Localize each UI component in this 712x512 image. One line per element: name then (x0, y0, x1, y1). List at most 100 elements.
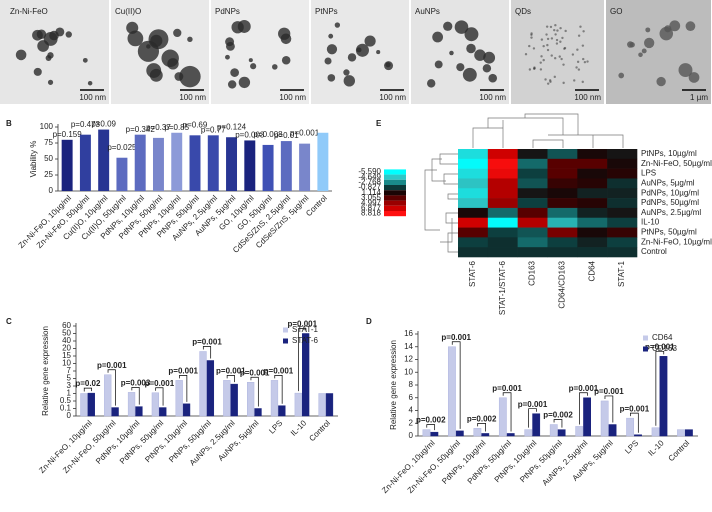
legend-label: -2.768 (358, 178, 381, 187)
heatmap-cell (547, 198, 578, 209)
bar (575, 426, 584, 437)
row-label: PtNPs, 10µg/ml (641, 149, 697, 158)
significance-bracket (250, 376, 259, 407)
particle (577, 34, 581, 37)
particle (272, 64, 278, 70)
heatmap-cell (547, 237, 578, 248)
particle (82, 57, 88, 63)
bar (557, 429, 566, 437)
heatmap-cell (458, 149, 489, 160)
significance-bracket (528, 408, 537, 428)
legend-label: STAT-1 (292, 325, 318, 334)
image-label: PdNPs (215, 7, 240, 16)
bar (608, 424, 617, 437)
y-tick-label: 20 (62, 344, 71, 353)
particle (645, 27, 651, 33)
legend-label: 8.818 (361, 209, 382, 218)
particle (456, 63, 465, 72)
particle (343, 75, 356, 87)
particle (542, 44, 545, 48)
legend-label: -4.649 (358, 172, 381, 181)
particle (576, 48, 579, 51)
particle (488, 73, 498, 83)
y-tick-label: 5 (67, 374, 72, 383)
heatmap-cell (517, 217, 548, 228)
scale-label: 1 µm (690, 93, 708, 102)
heatmap-cell (547, 247, 578, 258)
p-value: p=0.37 (146, 123, 171, 132)
heatmap-cell (577, 247, 608, 258)
heatmap-cell (487, 237, 518, 248)
particle (343, 69, 350, 76)
bar (159, 407, 167, 417)
particle (582, 57, 585, 61)
particle (173, 28, 182, 38)
bar (583, 397, 591, 437)
p-value: p=0.001 (594, 387, 624, 396)
bar (685, 429, 693, 437)
bar (600, 400, 609, 437)
row-label: PdNPs, 50µg/ml (641, 198, 699, 207)
p-value: p=0.77 (201, 125, 226, 134)
bar (104, 374, 112, 417)
bar (116, 157, 128, 191)
y-tick-label: 12 (404, 355, 413, 364)
significance-bracket (451, 341, 461, 429)
heatmap-cell (487, 207, 518, 219)
particle (550, 37, 554, 40)
row-label: IL-10 (641, 218, 660, 227)
heatmap-cell (577, 178, 608, 189)
heatmap-cell (517, 178, 548, 189)
particle (126, 21, 139, 34)
particle (225, 54, 230, 60)
p-value: p=0.001 (492, 384, 522, 393)
panel-label: B (6, 119, 12, 128)
particle (678, 63, 693, 78)
significance-bracket (83, 387, 92, 392)
p-value: p=0.001 (168, 366, 198, 375)
heatmap-cell (547, 149, 578, 160)
y-tick-label: 15 (62, 351, 71, 360)
image-label: Cu(II)O (115, 7, 141, 16)
p-value: p=0.473 (71, 120, 101, 129)
particle (548, 79, 552, 82)
particle (581, 44, 585, 47)
micrograph (211, 0, 309, 104)
particle (558, 55, 561, 58)
particle (540, 55, 543, 58)
heatmap-cell (487, 198, 518, 209)
bar (302, 333, 310, 417)
legend-swatch (384, 195, 406, 201)
bar (262, 144, 274, 191)
bar (318, 393, 326, 417)
heatmap-cell (547, 217, 578, 228)
particle (533, 66, 536, 69)
particle (644, 37, 655, 49)
particle (554, 24, 557, 27)
particle (555, 42, 559, 45)
bar (127, 392, 136, 417)
bar (270, 380, 279, 417)
p-value: p=0.69 (183, 120, 208, 129)
particle (474, 49, 486, 61)
particle (281, 55, 291, 65)
p-value: p=0.025 (107, 143, 137, 152)
y-tick-label: 3 (67, 381, 72, 390)
bar (422, 429, 431, 437)
particle (434, 60, 443, 69)
particle (230, 68, 239, 77)
legend-label: STAT-6 (292, 336, 318, 345)
heatmap-cell (607, 198, 638, 209)
legend-swatch (384, 200, 406, 206)
particle (187, 36, 193, 43)
p-value: p=0.001 (97, 361, 127, 370)
row-label: Control (641, 247, 667, 256)
significance-bracket (655, 350, 665, 426)
particle (638, 52, 643, 58)
heatmap-cell (577, 158, 608, 169)
p-value: p=0.008 (253, 130, 283, 139)
bar (280, 141, 292, 191)
particle (586, 60, 589, 63)
particle (539, 61, 542, 64)
bar (80, 393, 88, 417)
